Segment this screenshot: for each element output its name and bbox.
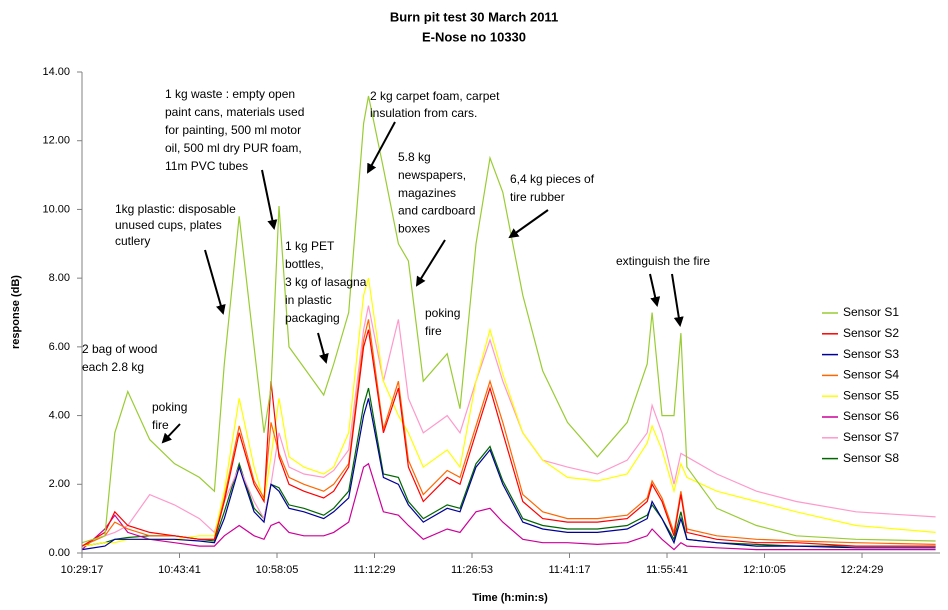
annotation: poking (152, 400, 187, 414)
annotation: boxes (398, 221, 430, 235)
annotation: oil, 500 ml dry PUR foam, (165, 141, 302, 155)
y-tick-label: 2.00 (49, 478, 70, 490)
y-tick-label: 0.00 (49, 547, 70, 559)
annotation: in plastic (285, 293, 332, 307)
chart-title: E-Nose no 10330 (422, 29, 526, 44)
legend-label: Sensor S1 (843, 305, 899, 319)
arrow (671, 273, 684, 327)
series-line (81, 387, 936, 547)
legend-label: Sensor S7 (843, 430, 899, 444)
legend-label: Sensor S3 (843, 347, 899, 361)
x-tick-label: 10:58:05 (256, 564, 299, 576)
annotation: fire (152, 418, 169, 432)
y-axis-label: response (dB) (10, 275, 22, 349)
x-tick-label: 10:29:17 (61, 564, 104, 576)
series-line (81, 398, 936, 551)
series-line (81, 277, 936, 547)
plot-area (81, 95, 936, 551)
y-tick-label: 14.00 (42, 66, 70, 78)
arrow (204, 249, 226, 315)
arrow (415, 239, 446, 287)
annotation: each 2.8 kg (82, 360, 144, 374)
annotation: and cardboard (398, 204, 475, 218)
annotation: extinguish the fire (616, 254, 710, 268)
annotation: newspapers, (398, 168, 466, 182)
annotation: tire rubber (510, 190, 565, 204)
annotation: 2 bag of wood (82, 342, 157, 356)
annotation: cutlery (115, 234, 150, 248)
chart-title: Burn pit test 30 March 2011 (390, 9, 558, 24)
annotation: 1 kg PET (285, 239, 335, 253)
x-tick-label: 11:26:53 (451, 564, 493, 576)
series-line (81, 319, 936, 547)
annotation: poking (425, 306, 460, 320)
arrow (508, 209, 549, 239)
series-line (81, 462, 936, 551)
arrow (367, 121, 396, 174)
x-axis-label: Time (h:min:s) (472, 592, 548, 604)
legend-label: Sensor S8 (843, 451, 899, 465)
legend-label: Sensor S5 (843, 388, 899, 402)
arrow (161, 423, 181, 444)
x-tick-label: 12:10:05 (743, 564, 786, 576)
annotation: 11m PVC tubes (165, 159, 248, 173)
annotation: for painting, 500 ml motor (165, 123, 301, 137)
annotation: bottles, (285, 257, 324, 271)
x-tick-label: 11:41:17 (549, 564, 591, 576)
arrow (649, 273, 661, 307)
series-line (81, 305, 936, 547)
y-tick-label: 6.00 (49, 341, 70, 353)
y-tick-label: 12.00 (42, 135, 70, 147)
x-tick-label: 11:55:41 (646, 564, 688, 576)
arrow (317, 332, 329, 364)
annotation: packaging (285, 311, 340, 325)
legend-label: Sensor S2 (843, 326, 899, 340)
x-tick-label: 12:24:29 (841, 564, 884, 576)
legend-label: Sensor S6 (843, 409, 899, 423)
annotation: insulation from cars. (370, 106, 477, 120)
annotation: 3 kg of lasagna (285, 275, 367, 289)
legend-label: Sensor S4 (843, 368, 899, 382)
annotation: 1 kg waste : empty open (165, 87, 295, 101)
x-tick-label: 10:43:41 (158, 564, 201, 576)
annotation: magazines (398, 186, 456, 200)
annotation: paint cans, materials used (165, 105, 304, 119)
x-tick-label: 11:12:29 (353, 564, 395, 576)
y-tick-label: 8.00 (49, 272, 70, 284)
annotation: unused cups, plates (115, 218, 222, 232)
annotation: 6,4 kg pieces of (510, 172, 595, 186)
annotation: 2 kg carpet foam, carpet (370, 89, 500, 103)
series-line (81, 95, 936, 544)
annotations: 2 bag of wood each 2.8 kg poking fire 1kg pl… (82, 87, 710, 444)
series-line (81, 329, 936, 547)
annotation: 1kg plastic: disposable (115, 202, 236, 216)
y-tick-label: 10.00 (42, 203, 70, 215)
arrow (261, 169, 278, 230)
annotation: fire (425, 324, 442, 338)
annotation: 5.8 kg (398, 150, 431, 164)
y-tick-label: 4.00 (49, 409, 70, 421)
